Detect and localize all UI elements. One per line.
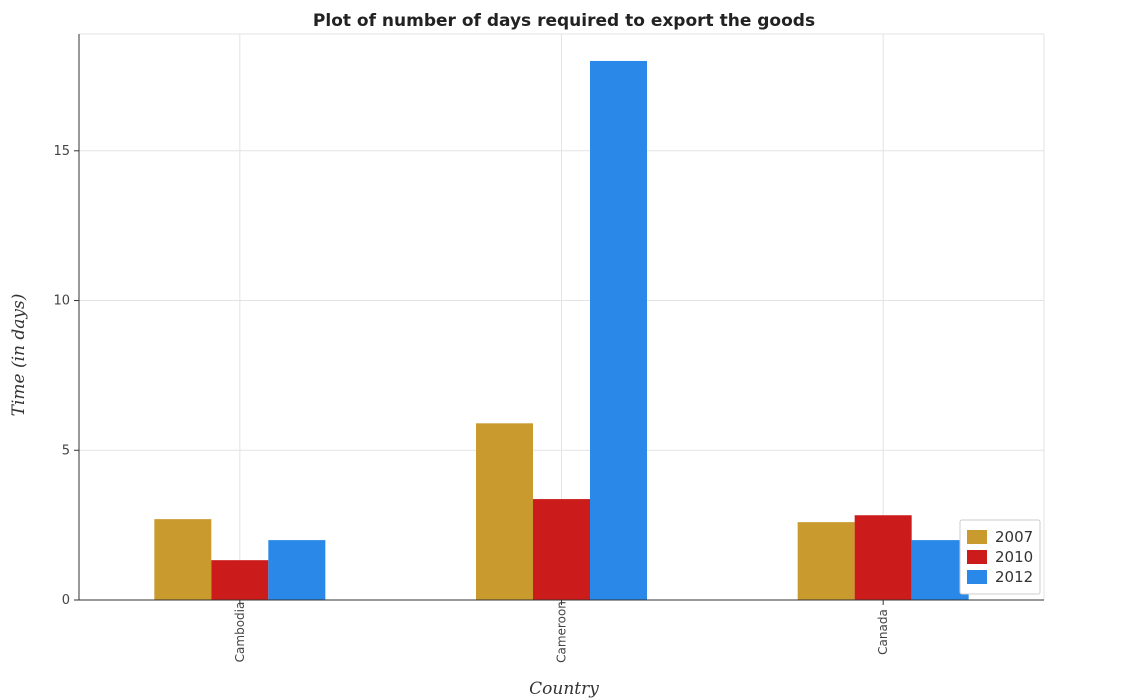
- legend-label: 2007: [995, 528, 1033, 546]
- x-axis-label: Country: [529, 679, 599, 699]
- y-axis-label: Time (in days): [9, 294, 29, 417]
- y-tick-label: 10: [53, 294, 70, 309]
- legend: 2007 2010 2012: [960, 520, 1040, 594]
- legend-label: 2010: [995, 548, 1033, 566]
- x-tick-label: Cameroon: [555, 601, 569, 663]
- legend-swatch: [967, 570, 987, 584]
- chart-title: Plot of number of days required to expor…: [313, 11, 815, 31]
- legend-swatch: [967, 530, 987, 544]
- y-tick-label: 0: [62, 593, 70, 608]
- bar-canada-2007: [798, 522, 855, 600]
- bar-canada-2010: [855, 515, 912, 600]
- legend-label: 2012: [995, 568, 1033, 586]
- bar-cambodia-2010: [211, 560, 268, 600]
- x-tick-label: Cambodia: [233, 602, 247, 663]
- bar-cameroon-2010: [533, 499, 590, 600]
- bar-cameroon-2007: [476, 423, 533, 600]
- y-tick-label: 5: [62, 443, 70, 458]
- bar-cameroon-2012: [590, 61, 647, 600]
- bar-cambodia-2012: [268, 540, 325, 600]
- bar-cambodia-2007: [154, 519, 211, 600]
- x-tick-label: Canada: [876, 609, 890, 655]
- legend-swatch: [967, 550, 987, 564]
- y-tick-label: 15: [53, 144, 70, 159]
